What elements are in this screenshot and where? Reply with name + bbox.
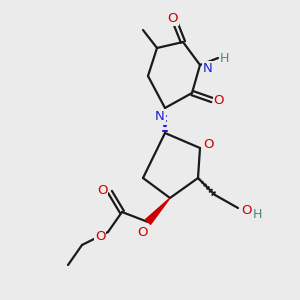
Text: N: N	[155, 110, 165, 122]
Text: N: N	[203, 61, 213, 74]
Text: O: O	[138, 226, 148, 238]
Text: H: H	[252, 208, 262, 220]
Text: O: O	[214, 94, 224, 107]
Text: O: O	[241, 203, 251, 217]
Text: O: O	[203, 139, 213, 152]
Polygon shape	[146, 198, 170, 224]
Text: O: O	[95, 230, 105, 244]
Text: H: H	[219, 52, 229, 65]
Text: O: O	[168, 13, 178, 26]
Text: O: O	[97, 184, 107, 196]
